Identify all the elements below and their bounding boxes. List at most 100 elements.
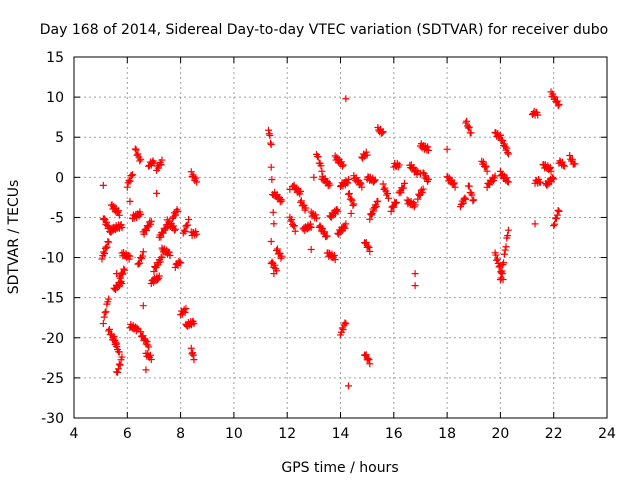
data-point <box>400 179 408 187</box>
data-point <box>379 180 387 188</box>
data-point <box>150 159 158 167</box>
data-point <box>347 195 355 203</box>
data-point <box>342 95 350 103</box>
data-point <box>297 187 305 195</box>
data-point <box>265 126 273 134</box>
data-point <box>450 179 458 187</box>
data-point <box>190 320 198 328</box>
data-point <box>381 184 389 192</box>
data-point <box>411 282 419 290</box>
data-point <box>451 183 459 191</box>
data-point <box>290 222 298 230</box>
data-point <box>134 150 142 158</box>
data-point <box>342 320 350 328</box>
y-tick-label: -15 <box>41 291 64 307</box>
data-point <box>115 360 123 368</box>
data-point <box>277 195 285 203</box>
data-point <box>327 213 335 221</box>
data-point <box>150 268 158 276</box>
data-point <box>559 161 567 169</box>
data-point <box>347 209 355 217</box>
data-point <box>422 172 430 180</box>
y-tick-label: -25 <box>41 371 64 387</box>
data-point <box>500 259 508 267</box>
data-point <box>188 350 196 358</box>
data-point <box>374 197 382 205</box>
data-point <box>392 199 400 207</box>
data-point <box>497 274 505 282</box>
data-point <box>131 145 139 153</box>
data-point <box>119 270 127 278</box>
data-point <box>129 171 137 179</box>
data-point <box>397 189 405 197</box>
data-point <box>158 156 166 164</box>
data-point <box>443 145 451 153</box>
data-point <box>140 230 148 238</box>
data-point <box>105 325 113 333</box>
data-point <box>115 207 123 215</box>
data-point <box>317 223 325 231</box>
data-point <box>133 324 141 332</box>
data-point <box>366 215 374 223</box>
data-point <box>553 97 561 105</box>
data-point <box>344 190 352 198</box>
data-point <box>137 155 145 163</box>
data-point <box>568 155 576 163</box>
data-point <box>110 332 118 340</box>
data-point <box>142 366 150 374</box>
data-point <box>118 280 126 288</box>
data-point <box>306 220 314 228</box>
y-axis-label: SDTVAR / TECUs <box>6 180 22 295</box>
data-point <box>395 161 403 169</box>
y-tick-label: -30 <box>41 411 64 427</box>
data-point <box>137 210 145 218</box>
data-point <box>125 176 133 184</box>
data-point <box>465 123 473 131</box>
data-point <box>124 251 132 259</box>
data-point <box>171 211 179 219</box>
data-point <box>543 181 551 189</box>
data-point <box>365 243 373 251</box>
data-point <box>267 141 275 149</box>
data-point <box>158 253 166 261</box>
data-point <box>181 227 189 235</box>
data-point <box>310 173 318 181</box>
data-point <box>123 183 131 191</box>
data-point <box>146 220 154 228</box>
data-point <box>138 252 146 260</box>
data-point <box>100 214 108 222</box>
x-tick-label: 24 <box>598 426 616 442</box>
data-point <box>424 143 432 151</box>
data-point <box>364 354 372 362</box>
data-point <box>293 184 301 192</box>
axis-ticks <box>73 56 608 419</box>
data-point <box>344 175 352 183</box>
data-point <box>288 216 296 224</box>
data-point <box>105 327 113 335</box>
data-point <box>559 158 567 166</box>
data-point <box>118 223 126 231</box>
data-point <box>187 344 195 352</box>
data-point <box>362 148 370 156</box>
data-point <box>120 265 128 273</box>
data-point <box>146 351 154 359</box>
data-point <box>370 207 378 215</box>
data-point <box>419 185 427 193</box>
data-point <box>496 131 504 139</box>
data-point <box>416 169 424 177</box>
x-axis-label: GPS time / hours <box>281 460 398 476</box>
x-tick-label: 16 <box>385 426 403 442</box>
data-point <box>302 204 310 212</box>
data-point <box>326 181 334 189</box>
data-point <box>333 206 341 214</box>
data-point <box>115 348 123 356</box>
data-point <box>500 250 508 258</box>
data-point <box>157 161 165 169</box>
data-point <box>365 356 373 364</box>
data-point <box>101 309 109 317</box>
data-point <box>412 167 420 175</box>
data-point <box>157 254 165 262</box>
data-point <box>165 248 173 256</box>
data-point <box>177 259 185 267</box>
data-point <box>291 227 299 235</box>
